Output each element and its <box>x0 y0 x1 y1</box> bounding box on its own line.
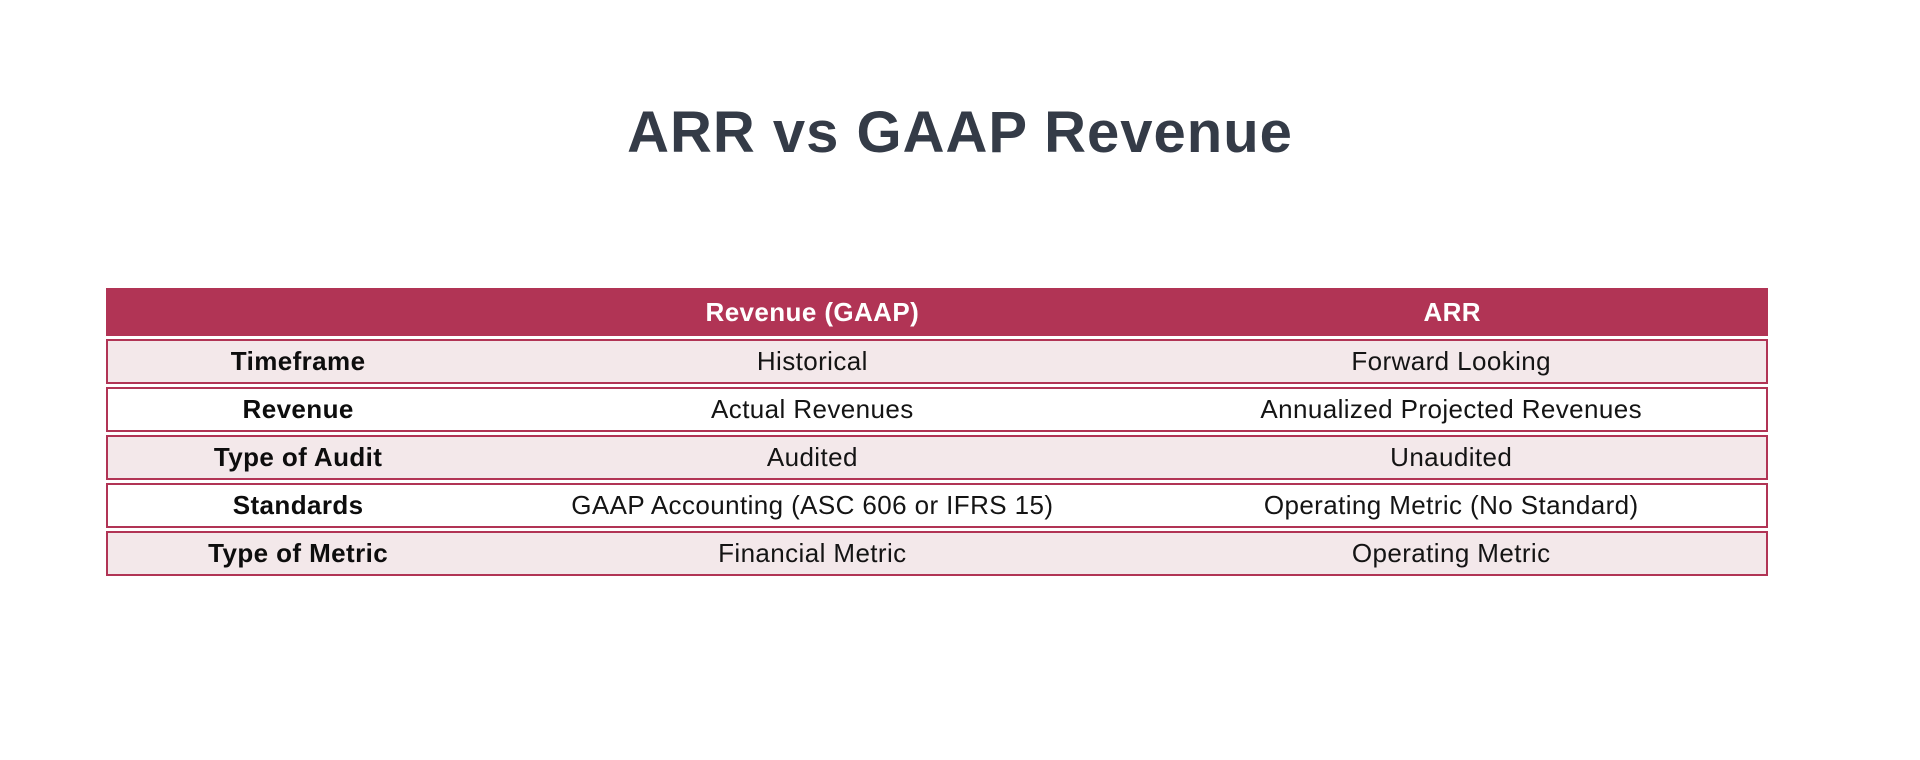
row-label: Type of Metric <box>106 531 489 576</box>
header-cell-arr: ARR <box>1136 288 1768 336</box>
cell-revenue-gaap: Historical <box>488 339 1137 384</box>
header-cell-empty <box>106 288 489 336</box>
cell-revenue-gaap: Audited <box>488 435 1137 480</box>
row-label: Timeframe <box>106 339 489 384</box>
table-row-type-of-metric: Type of Metric Financial Metric Operatin… <box>106 531 1768 576</box>
table-row-type-of-audit: Type of Audit Audited Unaudited <box>106 435 1768 480</box>
row-label: Type of Audit <box>106 435 489 480</box>
cell-arr: Operating Metric (No Standard) <box>1136 483 1768 528</box>
cell-revenue-gaap: Financial Metric <box>488 531 1137 576</box>
row-label: Standards <box>106 483 489 528</box>
cell-arr: Operating Metric <box>1136 531 1768 576</box>
header-row: Revenue (GAAP) ARR <box>106 288 1768 336</box>
row-label: Revenue <box>106 387 489 432</box>
cell-arr: Forward Looking <box>1136 339 1768 384</box>
table-row-standards: Standards GAAP Accounting (ASC 606 or IF… <box>106 483 1768 528</box>
comparison-table: Revenue (GAAP) ARR Timeframe Historical … <box>106 285 1768 579</box>
cell-arr: Annualized Projected Revenues <box>1136 387 1768 432</box>
cell-revenue-gaap: GAAP Accounting (ASC 606 or IFRS 15) <box>488 483 1137 528</box>
page-title: ARR vs GAAP Revenue <box>627 100 1293 165</box>
cell-arr: Unaudited <box>1136 435 1768 480</box>
table-row-timeframe: Timeframe Historical Forward Looking <box>106 339 1768 384</box>
header-cell-revenue-gaap: Revenue (GAAP) <box>488 288 1137 336</box>
table-row-revenue: Revenue Actual Revenues Annualized Proje… <box>106 387 1768 432</box>
cell-revenue-gaap: Actual Revenues <box>488 387 1137 432</box>
